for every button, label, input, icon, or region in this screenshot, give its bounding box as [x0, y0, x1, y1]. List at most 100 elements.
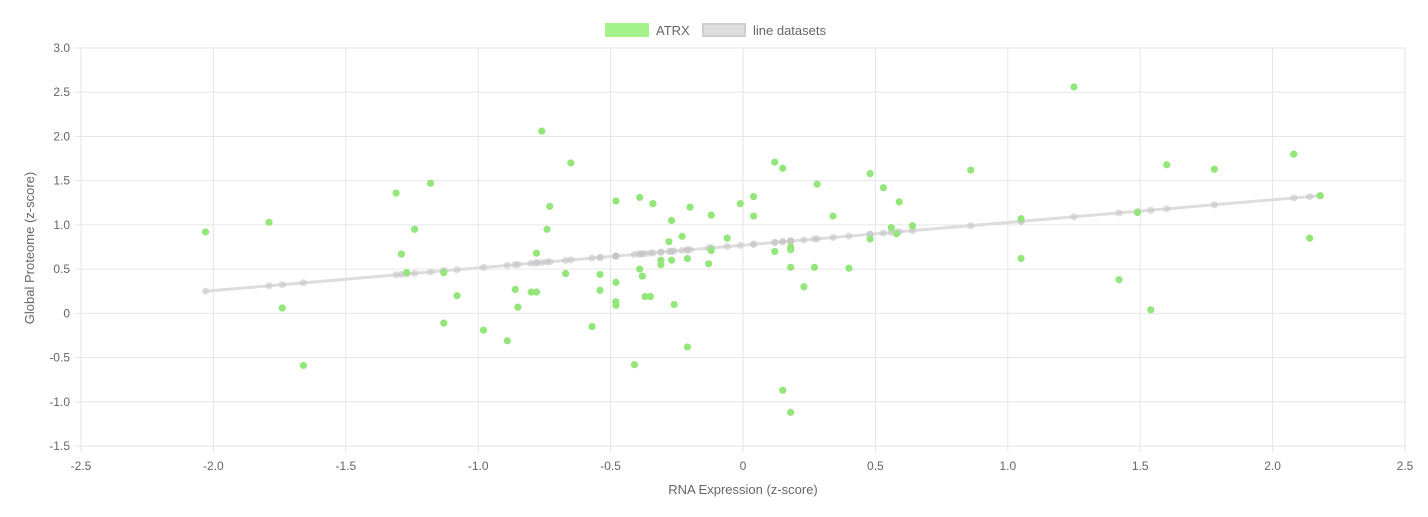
legend-swatch [702, 23, 746, 37]
atrx-point[interactable] [511, 285, 519, 294]
atrx-point[interactable] [1210, 165, 1218, 173]
atrx-point[interactable] [879, 184, 887, 192]
atrx-point[interactable] [829, 212, 837, 220]
atrx-point[interactable] [440, 269, 448, 277]
atrx-point[interactable] [866, 235, 874, 243]
atrx-point[interactable] [787, 263, 795, 271]
line-point [1290, 194, 1298, 202]
atrx-point[interactable] [411, 225, 419, 233]
atrx-point[interactable] [683, 254, 691, 263]
atrx-point[interactable] [636, 193, 644, 202]
atrx-point[interactable] [678, 232, 686, 240]
atrx-point[interactable] [1115, 276, 1123, 284]
atrx-point[interactable] [1290, 150, 1298, 158]
line-point [514, 260, 522, 269]
atrx-point[interactable] [1147, 306, 1155, 314]
atrx-point[interactable] [596, 270, 604, 279]
atrx-point[interactable] [967, 166, 975, 174]
y-tick-label: -1.5 [49, 439, 70, 453]
atrx-point[interactable] [895, 198, 903, 206]
atrx-point[interactable] [588, 323, 596, 331]
atrx-point[interactable] [892, 230, 901, 238]
atrx-point[interactable] [638, 272, 646, 280]
atrx-point[interactable] [299, 361, 308, 370]
atrx-point[interactable] [845, 264, 853, 272]
atrx-point[interactable] [641, 292, 649, 301]
atrx-point[interactable] [532, 288, 541, 296]
legend[interactable]: ATRX line datasets [605, 23, 826, 38]
atrx-point[interactable] [707, 211, 715, 219]
line-point [779, 238, 787, 246]
atrx-point[interactable] [527, 288, 535, 296]
atrx-point[interactable] [440, 319, 448, 327]
atrx-point[interactable] [426, 179, 435, 187]
atrx-point[interactable] [1316, 192, 1324, 200]
atrx-point[interactable] [596, 286, 604, 294]
atrx-point[interactable] [514, 303, 522, 311]
atrx-point[interactable] [1133, 208, 1142, 217]
atrx-point[interactable] [683, 343, 691, 351]
atrx-point[interactable] [479, 326, 488, 334]
atrx-point[interactable] [636, 265, 644, 273]
atrx-point[interactable] [787, 246, 795, 254]
atrx-point[interactable] [265, 218, 273, 226]
atrx-point[interactable] [397, 250, 406, 258]
atrx-point[interactable] [779, 164, 787, 172]
atrx-point[interactable] [736, 200, 744, 208]
atrx-point[interactable] [866, 169, 874, 178]
atrx-point[interactable] [453, 292, 461, 300]
line-point [265, 282, 273, 290]
atrx-point[interactable] [787, 408, 795, 416]
atrx-point[interactable] [665, 238, 673, 246]
atrx-point[interactable] [201, 228, 210, 236]
atrx-point[interactable] [771, 158, 779, 166]
atrx-point[interactable] [707, 246, 715, 255]
y-tick-label: 3.0 [53, 41, 70, 55]
atrx-point[interactable] [630, 361, 639, 369]
line-point [411, 269, 419, 277]
atrx-point[interactable] [403, 269, 411, 277]
atrx-point[interactable] [1070, 83, 1078, 91]
atrx-point[interactable] [813, 180, 821, 188]
line-point [1210, 201, 1218, 209]
atrx-point[interactable] [612, 278, 620, 286]
atrx-point[interactable] [749, 212, 758, 220]
atrx-point[interactable] [392, 189, 400, 197]
atrx-point[interactable] [667, 216, 676, 225]
atrx-point[interactable] [771, 247, 779, 256]
atrx-point[interactable] [561, 269, 570, 278]
atrx-point[interactable] [1017, 215, 1025, 223]
atrx-point[interactable] [612, 197, 620, 205]
atrx-point[interactable] [908, 222, 917, 230]
atrx-point[interactable] [887, 223, 895, 232]
atrx-point[interactable] [567, 159, 575, 167]
line-point [278, 281, 286, 289]
atrx-point[interactable] [667, 256, 676, 264]
atrx-point[interactable] [543, 225, 551, 233]
line-point [829, 233, 837, 242]
atrx-point[interactable] [810, 263, 819, 271]
atrx-point[interactable] [779, 386, 787, 394]
atrx-point[interactable] [532, 249, 541, 257]
atrx-point[interactable] [612, 301, 620, 309]
atrx-point[interactable] [657, 261, 665, 269]
atrx-point[interactable] [646, 292, 654, 301]
atrx-point[interactable] [278, 304, 286, 312]
atrx-point[interactable] [800, 283, 808, 291]
atrx-point[interactable] [1017, 254, 1025, 263]
atrx-point[interactable] [704, 260, 713, 268]
atrx-point[interactable] [546, 202, 554, 210]
atrx-point[interactable] [749, 192, 758, 201]
atrx-point[interactable] [686, 203, 694, 211]
legend-item-line-datasets[interactable]: line datasets [702, 23, 826, 38]
atrx-point[interactable] [1306, 234, 1314, 242]
atrx-point[interactable] [1163, 161, 1171, 169]
line-point [641, 249, 649, 258]
atrx-point[interactable] [538, 127, 546, 135]
atrx-point[interactable] [670, 300, 678, 309]
atrx-point[interactable] [503, 337, 511, 345]
x-tick-label: -2.5 [71, 459, 92, 473]
atrx-point[interactable] [723, 234, 731, 242]
atrx-point[interactable] [649, 200, 657, 208]
legend-item-atrx[interactable]: ATRX [605, 23, 690, 38]
